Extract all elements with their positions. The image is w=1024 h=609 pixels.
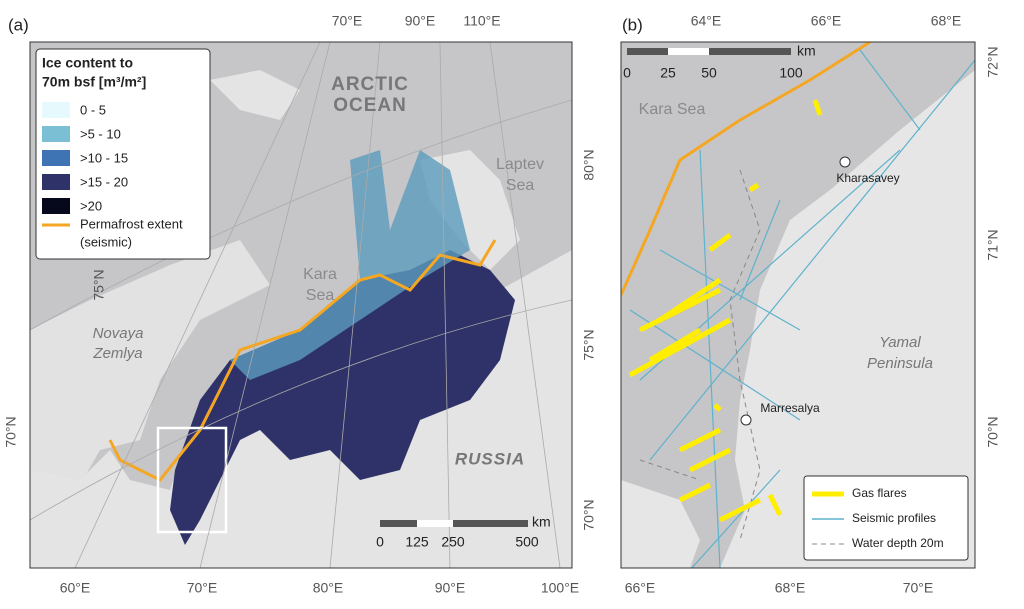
label: km bbox=[532, 514, 551, 530]
label: Gas flares bbox=[852, 486, 907, 500]
label: 500 bbox=[515, 534, 539, 550]
label: Sea bbox=[306, 287, 335, 304]
label: 25 bbox=[660, 65, 676, 81]
label: 75°N bbox=[581, 329, 597, 360]
label: (b) bbox=[622, 15, 643, 34]
label: ARCTIC bbox=[331, 74, 409, 95]
label: Marresalya bbox=[760, 401, 820, 415]
label: 68°E bbox=[931, 13, 962, 29]
label: Yamal bbox=[879, 334, 921, 351]
legend-label: >15 - 20 bbox=[80, 174, 128, 189]
label: 72°N bbox=[985, 46, 1001, 77]
label: Novaya bbox=[93, 325, 144, 342]
label: 70°E bbox=[187, 580, 218, 596]
label: RUSSIA bbox=[455, 449, 525, 468]
legend: Ice content to 70m bsf [m³/m²] 0 - 5 >5 - 1… bbox=[35, 48, 211, 260]
label: 60°E bbox=[60, 580, 91, 596]
label: 66°E bbox=[811, 13, 842, 29]
label: Sea bbox=[506, 177, 535, 194]
label: 70°N bbox=[581, 499, 597, 530]
label: Zemlya bbox=[92, 345, 142, 362]
label: 66°E bbox=[625, 580, 656, 596]
frame-b bbox=[620, 41, 976, 569]
legend-label: 0 - 5 bbox=[80, 102, 106, 117]
legend-label: >10 - 15 bbox=[80, 150, 128, 165]
legend-title: Ice content to bbox=[42, 55, 133, 71]
label: 90°E bbox=[435, 580, 466, 596]
label: Kara bbox=[303, 266, 337, 283]
label: 68°E bbox=[775, 580, 806, 596]
label: 125 bbox=[405, 534, 429, 550]
legend-label: (seismic) bbox=[80, 234, 132, 249]
label: 0 bbox=[623, 65, 631, 81]
label: 80°E bbox=[313, 580, 344, 596]
label: 90°E bbox=[405, 13, 436, 29]
legend-label: Permafrost extent bbox=[80, 216, 183, 231]
label: Laptev bbox=[496, 156, 544, 173]
label: Seismic profiles bbox=[852, 511, 936, 525]
map-a bbox=[30, 42, 572, 568]
legend-label: >5 - 10 bbox=[80, 126, 121, 141]
label: 250 bbox=[441, 534, 465, 550]
label: 70°E bbox=[903, 580, 934, 596]
label: 110°E bbox=[463, 13, 500, 29]
legend-swatch bbox=[42, 126, 70, 142]
label: Peninsula bbox=[867, 355, 933, 372]
legend-swatch bbox=[42, 174, 70, 190]
legend-b bbox=[803, 475, 969, 561]
label: 50 bbox=[701, 65, 717, 81]
label: 100°E bbox=[541, 580, 579, 596]
legend-swatch bbox=[42, 198, 70, 214]
label: Kharasavey bbox=[836, 171, 899, 185]
label: Kara Sea bbox=[639, 101, 706, 118]
map-b bbox=[621, 42, 975, 568]
label: 70°E bbox=[332, 13, 363, 29]
label: 70°N bbox=[3, 416, 19, 447]
legend-label: >20 bbox=[80, 198, 102, 213]
label: 75°N bbox=[91, 269, 107, 300]
label: 80°N bbox=[581, 149, 597, 180]
label: (a) bbox=[8, 15, 29, 34]
label: 64°E bbox=[691, 13, 722, 29]
label: 100 bbox=[779, 65, 803, 81]
legend-swatch bbox=[42, 150, 70, 166]
label: 71°N bbox=[985, 229, 1001, 260]
legend-title: 70m bsf [m³/m²] bbox=[42, 74, 146, 90]
label: 0 bbox=[376, 534, 384, 550]
label: 70°N bbox=[985, 416, 1001, 447]
label: km bbox=[797, 43, 816, 59]
legend-swatch bbox=[42, 102, 70, 118]
label: Water depth 20m bbox=[852, 536, 944, 550]
label: OCEAN bbox=[333, 95, 407, 116]
frame-a bbox=[29, 41, 573, 569]
